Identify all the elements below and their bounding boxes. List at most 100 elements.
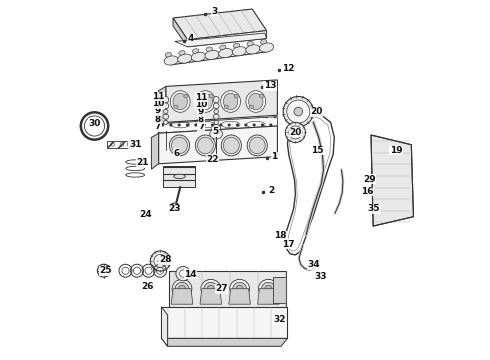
- Text: 33: 33: [315, 272, 327, 281]
- Text: 20: 20: [310, 107, 322, 116]
- Text: 8: 8: [155, 115, 161, 124]
- Circle shape: [283, 96, 314, 127]
- Ellipse shape: [170, 203, 179, 210]
- Text: 10: 10: [152, 99, 165, 108]
- Ellipse shape: [247, 41, 253, 46]
- Polygon shape: [175, 33, 267, 47]
- Polygon shape: [200, 289, 221, 304]
- Ellipse shape: [247, 135, 268, 156]
- Ellipse shape: [199, 105, 203, 109]
- Text: 34: 34: [308, 260, 320, 269]
- Text: 11: 11: [152, 92, 165, 101]
- Ellipse shape: [193, 49, 199, 53]
- Polygon shape: [159, 86, 166, 127]
- Ellipse shape: [198, 93, 213, 110]
- Polygon shape: [162, 307, 168, 346]
- Polygon shape: [159, 117, 277, 133]
- Text: 5: 5: [212, 127, 219, 136]
- Ellipse shape: [191, 52, 206, 62]
- Ellipse shape: [248, 93, 263, 110]
- Text: 4: 4: [187, 34, 194, 43]
- Text: 27: 27: [215, 284, 228, 293]
- Ellipse shape: [230, 279, 249, 298]
- Ellipse shape: [246, 45, 260, 54]
- Ellipse shape: [165, 53, 172, 57]
- Text: 10: 10: [195, 100, 207, 109]
- Ellipse shape: [196, 91, 215, 112]
- Ellipse shape: [220, 91, 241, 112]
- Text: 30: 30: [88, 119, 101, 128]
- Polygon shape: [151, 133, 159, 169]
- Text: 3: 3: [211, 7, 218, 16]
- Ellipse shape: [179, 51, 185, 55]
- Text: 2: 2: [268, 186, 274, 195]
- Ellipse shape: [173, 93, 187, 110]
- Text: 22: 22: [206, 155, 219, 163]
- Ellipse shape: [214, 120, 219, 125]
- Circle shape: [287, 100, 310, 123]
- Ellipse shape: [220, 45, 226, 50]
- Ellipse shape: [262, 282, 275, 295]
- Polygon shape: [171, 289, 193, 304]
- Text: 12: 12: [282, 64, 294, 73]
- Circle shape: [289, 126, 302, 139]
- Polygon shape: [170, 271, 286, 308]
- Ellipse shape: [163, 114, 169, 119]
- Polygon shape: [187, 31, 267, 47]
- Ellipse shape: [175, 282, 189, 295]
- Text: 9: 9: [155, 107, 161, 116]
- Polygon shape: [173, 9, 267, 40]
- Text: 11: 11: [195, 93, 207, 102]
- Ellipse shape: [209, 94, 213, 98]
- Text: 21: 21: [136, 158, 148, 167]
- Text: 1: 1: [271, 152, 278, 161]
- Text: 16: 16: [361, 187, 374, 196]
- Text: 31: 31: [129, 140, 142, 149]
- Circle shape: [179, 270, 187, 277]
- Text: 13: 13: [264, 81, 276, 90]
- Ellipse shape: [172, 279, 192, 298]
- Text: 23: 23: [169, 204, 181, 213]
- Ellipse shape: [236, 285, 243, 292]
- Circle shape: [98, 264, 110, 277]
- Ellipse shape: [234, 94, 239, 98]
- Ellipse shape: [172, 137, 187, 154]
- Ellipse shape: [259, 279, 278, 298]
- Ellipse shape: [171, 91, 190, 112]
- Text: 19: 19: [390, 146, 402, 155]
- Ellipse shape: [212, 125, 220, 132]
- Text: 7: 7: [155, 122, 161, 131]
- Text: 8: 8: [198, 115, 204, 124]
- Polygon shape: [229, 289, 250, 304]
- Polygon shape: [273, 277, 286, 303]
- Polygon shape: [162, 307, 288, 338]
- Circle shape: [154, 255, 167, 267]
- Polygon shape: [166, 80, 277, 122]
- Ellipse shape: [201, 279, 220, 298]
- Ellipse shape: [213, 103, 219, 109]
- Ellipse shape: [207, 285, 215, 292]
- Ellipse shape: [213, 96, 219, 103]
- Ellipse shape: [163, 96, 169, 103]
- Ellipse shape: [184, 94, 188, 98]
- Text: 24: 24: [140, 210, 152, 219]
- Ellipse shape: [164, 120, 168, 125]
- Ellipse shape: [213, 114, 219, 119]
- Text: 35: 35: [368, 204, 380, 213]
- Ellipse shape: [164, 109, 168, 114]
- Text: 18: 18: [274, 231, 287, 240]
- Polygon shape: [371, 135, 414, 226]
- Ellipse shape: [265, 285, 272, 292]
- Ellipse shape: [172, 204, 177, 208]
- Ellipse shape: [163, 103, 169, 109]
- Ellipse shape: [233, 43, 240, 48]
- Text: 28: 28: [159, 256, 171, 264]
- Circle shape: [150, 251, 171, 271]
- Ellipse shape: [197, 137, 213, 154]
- Text: 6: 6: [173, 149, 180, 158]
- Text: 9: 9: [198, 107, 204, 116]
- Polygon shape: [173, 18, 187, 47]
- Ellipse shape: [260, 43, 274, 52]
- Ellipse shape: [206, 47, 212, 51]
- Polygon shape: [107, 141, 133, 148]
